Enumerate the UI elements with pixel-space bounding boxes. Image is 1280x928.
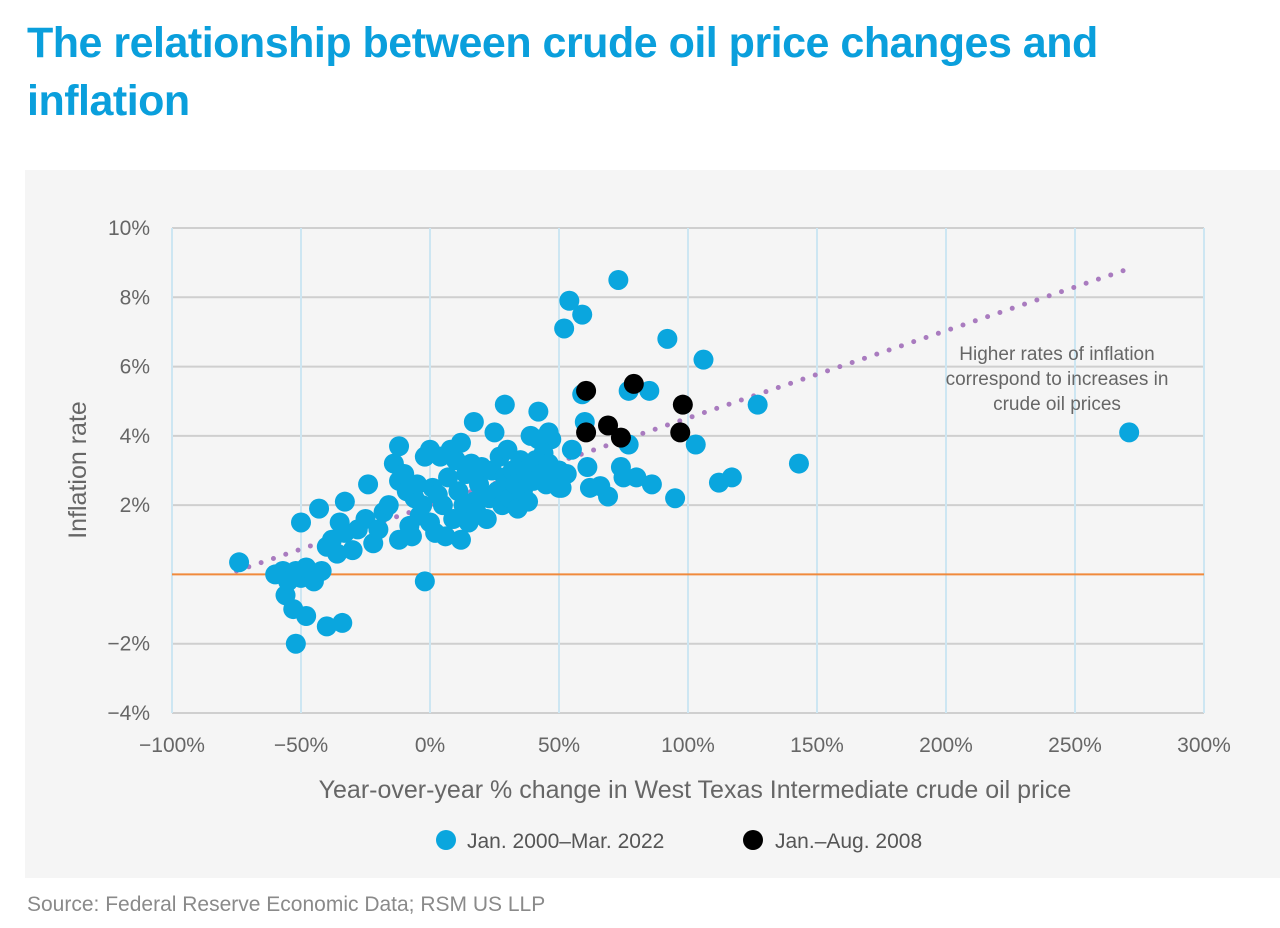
data-point (291, 512, 311, 533)
legend-label-series-2: Jan.–Aug. 2008 (775, 830, 922, 853)
data-point (414, 446, 435, 467)
data-point-2008 (610, 427, 631, 448)
data-point-2008 (623, 373, 644, 394)
data-point (285, 633, 306, 654)
data-point (657, 328, 678, 349)
annotation-line-3: crude oil prices (993, 394, 1121, 415)
data-point-2008 (670, 422, 691, 443)
data-point (469, 474, 490, 495)
data-point (476, 509, 497, 529)
data-point (342, 540, 363, 561)
y-tick-label: 8% (120, 286, 150, 309)
y-tick-label: 10% (108, 217, 150, 240)
data-point (494, 394, 515, 415)
data-point (368, 519, 389, 540)
data-point (608, 269, 629, 290)
legend-label-series-1: Jan. 2000–Mar. 2022 (467, 830, 664, 853)
data-point (414, 571, 435, 592)
data-point (450, 529, 471, 550)
annotation-line-2: correspond to increases in (946, 369, 1169, 390)
data-point (316, 616, 337, 637)
data-point (641, 474, 662, 495)
data-point (463, 412, 484, 432)
data-point (432, 495, 453, 516)
x-tick-label: 100% (661, 734, 715, 757)
x-tick-label: −100% (139, 734, 205, 757)
data-point (311, 560, 332, 581)
data-point (665, 488, 686, 509)
legend-marker-series-1 (436, 830, 456, 850)
data-point (389, 436, 410, 457)
x-tick-label: 50% (538, 734, 580, 757)
x-tick-label: 300% (1177, 734, 1231, 757)
x-tick-label: −50% (274, 734, 328, 757)
y-tick-label: −2% (107, 633, 150, 656)
data-point (554, 318, 575, 339)
data-point (1119, 422, 1140, 443)
data-point (559, 290, 580, 311)
x-tick-label: 150% (790, 734, 844, 757)
data-point (435, 526, 456, 547)
x-tick-label: 0% (415, 734, 445, 757)
data-point (572, 304, 593, 325)
data-point (309, 498, 330, 519)
data-point (332, 612, 353, 633)
x-tick-label: 200% (919, 734, 973, 757)
data-point (450, 432, 471, 453)
data-point (556, 463, 577, 484)
data-point (327, 543, 348, 564)
data-point (445, 450, 466, 471)
y-tick-label: 6% (120, 356, 150, 379)
data-point (412, 495, 433, 516)
data-point-2008 (576, 380, 597, 401)
y-tick-label: −4% (107, 702, 150, 725)
data-point (577, 457, 598, 478)
data-point (590, 476, 611, 497)
chart-title: The relationship between crude oil price… (27, 19, 1098, 125)
data-point (518, 491, 539, 512)
data-point (378, 495, 399, 516)
data-point (438, 467, 459, 488)
data-point (358, 474, 379, 495)
data-point (788, 453, 809, 474)
x-tick-label: 250% (1048, 734, 1102, 757)
data-point (484, 422, 505, 443)
data-point (613, 467, 634, 488)
legend-marker-series-2 (743, 830, 763, 850)
data-point (747, 394, 768, 415)
annotation-line-1: Higher rates of inflation (959, 344, 1154, 365)
data-point (229, 552, 250, 573)
y-tick-label: 4% (120, 425, 150, 448)
chart-panel (25, 170, 1280, 878)
data-point (334, 491, 355, 512)
data-point (407, 474, 428, 495)
data-point (443, 509, 464, 529)
data-point-2008 (598, 415, 619, 436)
data-point (693, 349, 714, 370)
data-point (639, 380, 660, 401)
data-point (708, 472, 729, 493)
data-point (296, 606, 317, 626)
source-note: Source: Federal Reserve Economic Data; R… (27, 893, 546, 916)
data-point (528, 401, 549, 422)
data-point-2008 (672, 394, 693, 415)
data-point-2008 (576, 422, 597, 443)
x-axis-label: Year-over-year % change in West Texas In… (319, 776, 1072, 804)
data-point (401, 526, 422, 547)
data-point (685, 434, 706, 455)
y-axis-label: Inflation rate (64, 401, 92, 539)
y-tick-label: 2% (120, 494, 150, 517)
data-point (561, 439, 582, 460)
